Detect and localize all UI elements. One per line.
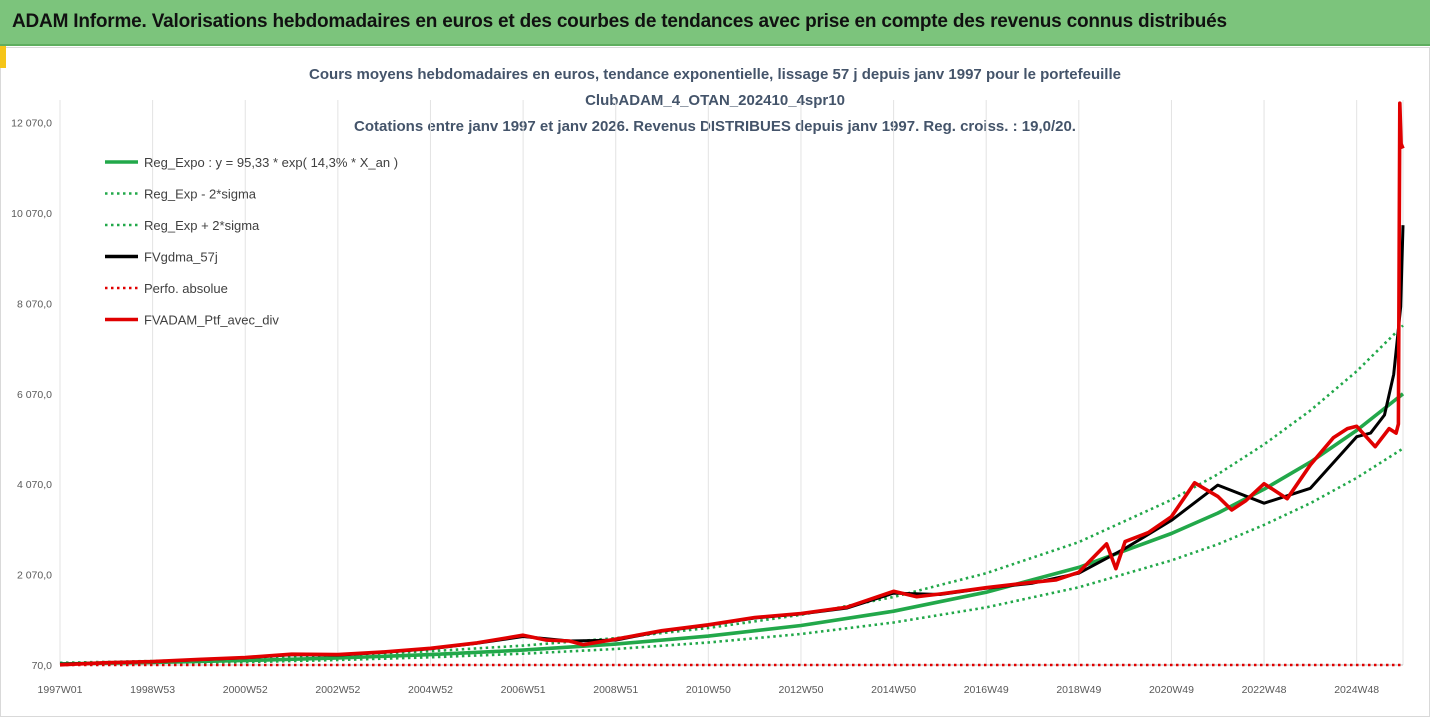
x-tick-label: 2020W49 xyxy=(1149,684,1194,696)
x-tick-label: 2024W48 xyxy=(1334,684,1379,696)
x-tick-label: 2016W49 xyxy=(964,684,1009,696)
x-tick-label: 2010W50 xyxy=(686,684,731,696)
y-tick-label: 10 070,0 xyxy=(11,208,52,220)
legend-label-4: FVgdma_57j xyxy=(144,250,218,265)
series-line-3 xyxy=(59,324,1404,665)
series-line-6 xyxy=(59,101,1405,667)
y-tick-label: 70,0 xyxy=(32,660,53,672)
y-tick-label: 12 070,0 xyxy=(11,118,52,130)
legend-label-3: Reg_Exp + 2*sigma xyxy=(144,218,260,233)
x-tick-label: 2004W52 xyxy=(408,684,453,696)
banner: ADAM Informe. Valorisations hebdomadaire… xyxy=(0,0,1430,46)
accent-bar xyxy=(0,46,6,68)
x-tick-label: 1998W53 xyxy=(130,684,175,696)
x-tick-label: 2014W50 xyxy=(871,684,916,696)
chart-title-line-2: ClubADAM_4_OTAN_202410_4spr10 xyxy=(585,92,845,109)
x-tick-label: 2022W48 xyxy=(1242,684,1287,696)
x-tick-label: 2000W52 xyxy=(223,684,268,696)
x-tick-label: 2018W49 xyxy=(1056,684,1101,696)
series-line-1 xyxy=(59,392,1405,666)
legend-label-6: FVADAM_Ptf_avec_div xyxy=(144,313,279,328)
x-tick-label: 2006W51 xyxy=(501,684,546,696)
legend-label-5: Perfo. absolue xyxy=(144,281,228,296)
x-tick-label: 2002W52 xyxy=(315,684,360,696)
x-tick-label: 2008W51 xyxy=(593,684,638,696)
chart-area xyxy=(0,47,1430,717)
y-tick-label: 6 070,0 xyxy=(17,389,52,401)
legend-label-1: Reg_Expo : y = 95,33 * exp( 14,3% * X_an… xyxy=(144,155,398,170)
y-tick-label: 2 070,0 xyxy=(17,570,52,582)
x-tick-label: 1997W01 xyxy=(38,684,83,696)
series-line-4 xyxy=(59,225,1405,666)
banner-title: ADAM Informe. Valorisations hebdomadaire… xyxy=(12,11,1227,32)
legend-label-2: Reg_Exp - 2*sigma xyxy=(144,187,257,202)
chart-title-line-3: Cotations entre janv 1997 et janv 2026. … xyxy=(354,118,1076,135)
y-tick-label: 4 070,0 xyxy=(17,479,52,491)
x-tick-label: 2012W50 xyxy=(778,684,823,696)
y-tick-label: 8 070,0 xyxy=(17,298,52,310)
chart-title-line-1: Cours moyens hebdomadaires en euros, ten… xyxy=(309,66,1121,83)
